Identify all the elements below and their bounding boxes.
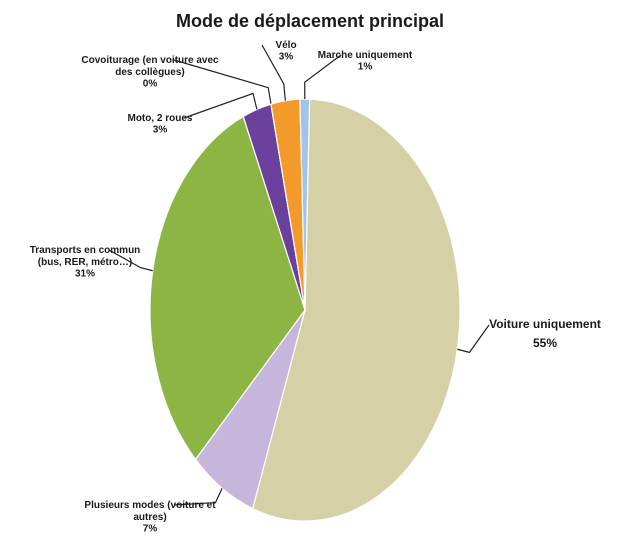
leader-line: [173, 488, 223, 506]
leader-line: [173, 59, 272, 105]
leader-line: [457, 324, 490, 354]
slice-label: Voiture uniquement: [489, 317, 601, 331]
slice-value-label: 3%: [279, 52, 294, 63]
slice-label: Transports en commun (bus, RER, métro…): [30, 245, 141, 268]
slice-value-label: 3%: [153, 125, 168, 136]
leader-line: [108, 249, 153, 272]
pie-slice: [149, 115, 306, 461]
slice-value-label: 31%: [75, 269, 95, 280]
slice-label: Marche uniquement: [318, 50, 413, 61]
leader-line: [183, 92, 258, 119]
slice-value-label: 55%: [533, 336, 557, 350]
slice-value-label: 1%: [358, 62, 373, 73]
slice-value-label: 0%: [143, 79, 158, 90]
slice-label: Plusieurs modes (voiture et autres): [84, 500, 216, 523]
leader-line: [261, 44, 286, 101]
pie-slice: [251, 98, 461, 522]
slice-label: Covoiturage (en voiture avec des collègue…: [81, 55, 219, 78]
slice-label: Moto, 2 roues: [127, 113, 192, 124]
chart-title: Mode de déplacement principal: [176, 11, 444, 31]
slice-label: Vélo: [275, 40, 296, 51]
leader-line: [304, 54, 342, 100]
slice-value-label: 7%: [143, 524, 158, 535]
